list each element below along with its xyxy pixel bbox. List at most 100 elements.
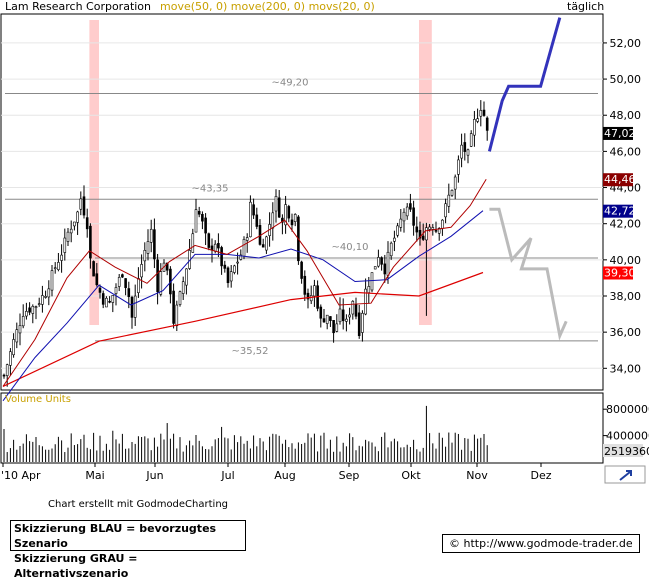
x-tick-label: Sep — [339, 469, 360, 482]
candle-body — [229, 271, 233, 282]
candle-body — [354, 303, 358, 317]
candle-body — [271, 212, 275, 229]
source-link[interactable]: © http://www.godmode-trader.de — [442, 534, 640, 553]
arrow-icon — [619, 470, 632, 481]
candle-body — [21, 316, 25, 327]
candle-body — [223, 264, 227, 269]
candle-body — [66, 231, 70, 242]
x-tick-label: Okt — [401, 469, 421, 482]
x-tick-label: Aug — [274, 469, 295, 482]
y-tick-label: 34,00 — [610, 362, 642, 375]
candle-body — [249, 201, 252, 238]
candle-body — [361, 312, 364, 333]
level-label: ~35,52 — [231, 346, 268, 357]
level-label: ~49,20 — [271, 78, 308, 89]
highlight-zone — [89, 20, 99, 325]
candle-body — [92, 261, 95, 277]
candle-body — [319, 306, 323, 319]
candle-body — [98, 287, 102, 293]
price-badge-label: 44,46 — [604, 173, 636, 186]
candle-body — [149, 228, 153, 243]
x-tick-label: Mai — [85, 469, 104, 482]
candle-body — [114, 287, 118, 294]
candle-body — [95, 273, 99, 286]
sma50-line — [2, 210, 484, 402]
candle-body — [130, 296, 134, 318]
candle-body — [146, 241, 150, 254]
candle-body — [60, 254, 63, 261]
candle-body — [220, 247, 223, 267]
candle-body — [399, 218, 403, 228]
nav-button[interactable] — [604, 465, 646, 484]
candle-body — [101, 293, 105, 305]
candle-body — [473, 119, 476, 136]
source-url[interactable]: http://www.godmode-trader.de — [463, 537, 633, 550]
candle-body — [425, 227, 428, 241]
volume-tick-label: 8000000 — [606, 403, 649, 416]
candle-body — [482, 109, 486, 116]
candle-body — [377, 257, 380, 267]
candle-body — [140, 264, 143, 278]
x-tick-label: Dez — [530, 469, 551, 482]
candle-body — [197, 210, 201, 215]
candle-body — [25, 311, 28, 317]
candle-body — [402, 211, 406, 222]
candle-body — [380, 257, 383, 265]
candle-body — [309, 295, 313, 302]
candle-body — [201, 214, 204, 222]
y-tick-label: 38,00 — [610, 290, 642, 303]
price-badge-label: 42,72 — [604, 205, 636, 218]
candle-body — [76, 211, 79, 223]
y-tick-label: 46,00 — [610, 145, 642, 158]
candle-body — [287, 206, 291, 219]
candle-body — [437, 228, 441, 234]
candle-body — [44, 296, 47, 298]
candle-body — [415, 226, 419, 233]
candle-body — [63, 237, 67, 253]
candle-body — [255, 214, 259, 227]
candle-body — [405, 206, 409, 217]
candle-body — [172, 290, 175, 324]
candle-body — [441, 219, 444, 229]
legend-grey: Skizzierung GRAU = Alternativszenario — [14, 552, 138, 580]
candle-body — [281, 217, 284, 223]
candle-body — [18, 325, 22, 334]
candle-body — [111, 295, 115, 303]
volume-last-label: 2519360 — [604, 445, 649, 458]
candle-body — [460, 144, 463, 159]
candle-body — [373, 266, 377, 270]
candle-body — [466, 149, 470, 156]
candle-body — [156, 259, 159, 293]
candle-body — [12, 339, 15, 356]
candle-body — [322, 318, 326, 323]
y-tick-label: 50,00 — [610, 73, 642, 86]
candle-body — [50, 270, 54, 291]
candle-body — [370, 272, 374, 291]
candle-body — [485, 117, 489, 131]
candle-body — [53, 267, 57, 270]
scenario-blue-line — [487, 17, 562, 152]
candle-body — [386, 251, 390, 276]
x-tick-label: Jul — [220, 469, 234, 482]
candle-body — [428, 226, 431, 230]
candle-body — [47, 288, 51, 298]
price-badge — [603, 173, 633, 187]
candle-body — [389, 242, 393, 257]
candle-body — [82, 196, 86, 216]
candle-body — [178, 291, 182, 305]
candle-body — [15, 329, 19, 343]
candle-body — [313, 285, 316, 297]
candle-body — [306, 292, 310, 300]
x-tick-label: Nov — [466, 469, 488, 482]
y-tick-label: 36,00 — [610, 326, 642, 339]
candle-body — [303, 275, 307, 295]
candle-body — [194, 209, 198, 233]
candle-body — [217, 243, 220, 249]
candle-body — [277, 197, 281, 218]
x-tick-label: Jun — [145, 469, 163, 482]
candle-body — [364, 288, 367, 315]
candle-body — [153, 229, 156, 260]
candle-body — [85, 217, 89, 230]
candle-body — [325, 314, 329, 324]
candle-body — [265, 236, 268, 251]
